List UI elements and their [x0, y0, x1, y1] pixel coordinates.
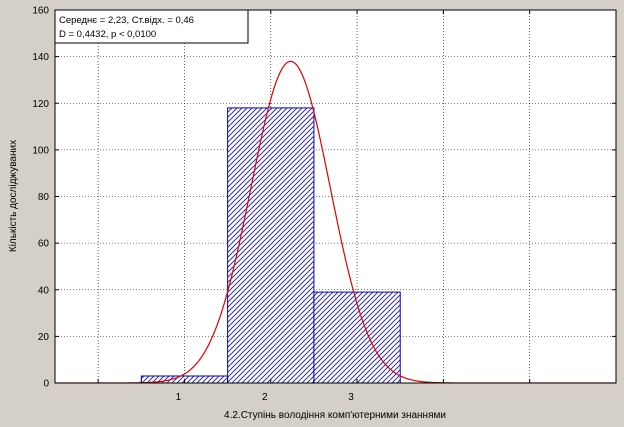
x-tick-label: 2 [262, 392, 268, 403]
bars [140, 107, 401, 384]
y-tick-label: 40 [38, 285, 50, 296]
y-tick-label: 160 [32, 6, 49, 17]
x-axis-label: 4.2.Ступінь володіння комп'ютерними знан… [224, 410, 446, 421]
y-tick-label: 0 [43, 379, 49, 390]
bar-3 [313, 291, 401, 384]
y-tick-label: 140 [32, 52, 49, 63]
stats-line-2: D = 0,4432, p < 0,0100 [59, 29, 156, 40]
x-tick-label: 1 [176, 392, 182, 403]
stats-line-1: Середнє = 2,23, Ст.відх. = 0,46 [59, 15, 194, 26]
y-tick-label: 60 [38, 239, 50, 250]
bar-2 [227, 107, 315, 384]
normal-fit-curve [55, 60, 616, 383]
axes: 0 20 40 60 80 100 120 140 160 1 2 3 [32, 6, 617, 403]
stats-box-frame [54, 9, 249, 44]
x-tick-label: 3 [348, 392, 354, 403]
y-axis-label: Кількість досліджуваних [8, 140, 19, 252]
y-tick-label: 20 [38, 332, 50, 343]
y-tick-label: 80 [38, 192, 50, 203]
y-tick-label: 100 [32, 145, 49, 156]
stats-box: Середнє = 2,23, Ст.відх. = 0,46 D = 0,44… [54, 9, 249, 44]
y-tick-label: 120 [32, 99, 49, 110]
